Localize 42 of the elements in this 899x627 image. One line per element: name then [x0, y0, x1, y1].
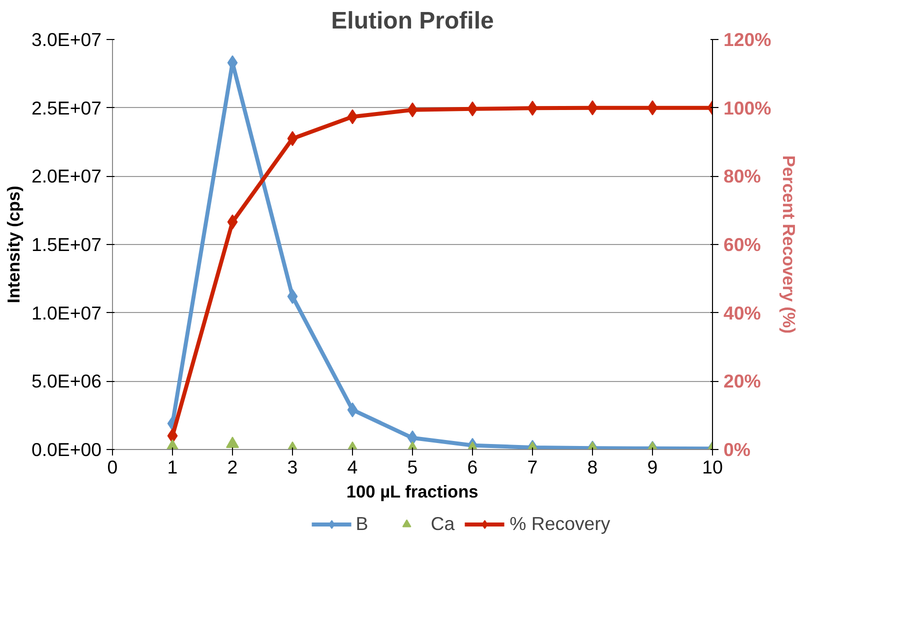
y2-tick-label: 0% — [724, 439, 751, 460]
y2-tick-label: 80% — [724, 166, 762, 187]
y-tick-label: 3.0E+07 — [31, 29, 102, 50]
legend-label: Ca — [430, 513, 455, 535]
x-tick-label: 3 — [287, 456, 298, 478]
point — [527, 100, 538, 116]
legend-label: B — [356, 513, 370, 535]
point — [287, 131, 298, 146]
y-tick-label: 1.5E+07 — [31, 234, 102, 255]
x-tick-label: 7 — [527, 456, 538, 478]
y-tick-label: 0.0E+00 — [31, 439, 102, 460]
point — [467, 101, 478, 116]
point — [587, 100, 598, 116]
y-axis-title: Intensity (cps) — [3, 186, 24, 304]
x-tick-label: 10 — [702, 456, 723, 478]
chart-title: Elution Profile — [331, 8, 494, 34]
point — [227, 214, 238, 230]
x-tick-label: 9 — [647, 456, 658, 478]
x-tick-label: 4 — [347, 456, 358, 478]
y2-tick-label: 60% — [724, 234, 762, 255]
x-tick-label: 2 — [227, 456, 238, 478]
legend-label: % Recovery — [510, 513, 610, 535]
y2-axis-title: Percent Recovery (%) — [779, 155, 800, 334]
y2-tick-label: 20% — [724, 370, 762, 392]
point — [347, 109, 358, 124]
x-tick-label: 5 — [407, 456, 418, 478]
x-axis-title: 100 µL fractions — [346, 482, 478, 502]
point — [647, 100, 658, 116]
y2-tick-label: 100% — [724, 97, 772, 118]
y-tick-label: 2.5E+07 — [31, 97, 102, 118]
y-tick-label: 2.0E+07 — [31, 166, 102, 187]
y2-tick-label: 120% — [724, 29, 772, 50]
point — [167, 428, 178, 444]
x-tick-label: 6 — [467, 456, 478, 478]
x-tick-label: 8 — [587, 456, 598, 478]
x-tick-label: 0 — [107, 456, 118, 478]
point — [226, 436, 239, 448]
y2-tick-label: 40% — [724, 302, 762, 324]
x-tick-label: 1 — [167, 456, 178, 478]
y-tick-label: 1.0E+07 — [31, 302, 102, 324]
y-tick-label: 5.0E+06 — [31, 370, 102, 392]
point — [407, 102, 418, 118]
